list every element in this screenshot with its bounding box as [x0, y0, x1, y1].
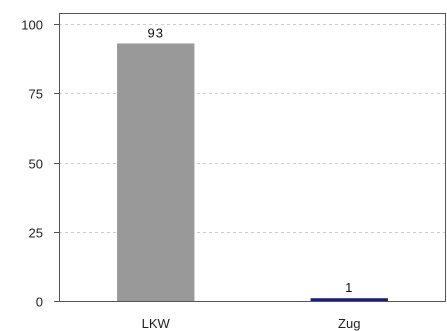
data-labels: 93 1 — [148, 25, 353, 295]
gridlines — [59, 24, 446, 233]
bar-zug — [310, 298, 388, 301]
data-label-lkw: 93 — [148, 25, 164, 40]
axes — [59, 13, 446, 302]
bars — [117, 43, 388, 301]
x-tick-label-lkw: LKW — [142, 316, 171, 331]
y-tick-label-25: 25 — [29, 226, 43, 241]
y-tick-label-0: 0 — [36, 295, 43, 310]
data-label-zug: 1 — [345, 280, 353, 295]
x-axis-ticks: LKW Zug — [142, 316, 361, 331]
y-tick-label-75: 75 — [29, 87, 43, 102]
bar-lkw — [117, 43, 195, 301]
y-axis-ticks: 0 25 50 75 100 — [21, 18, 59, 310]
y-tick-label-50: 50 — [29, 157, 43, 172]
x-tick-label-zug: Zug — [338, 316, 360, 331]
y-tick-label-100: 100 — [21, 18, 43, 33]
